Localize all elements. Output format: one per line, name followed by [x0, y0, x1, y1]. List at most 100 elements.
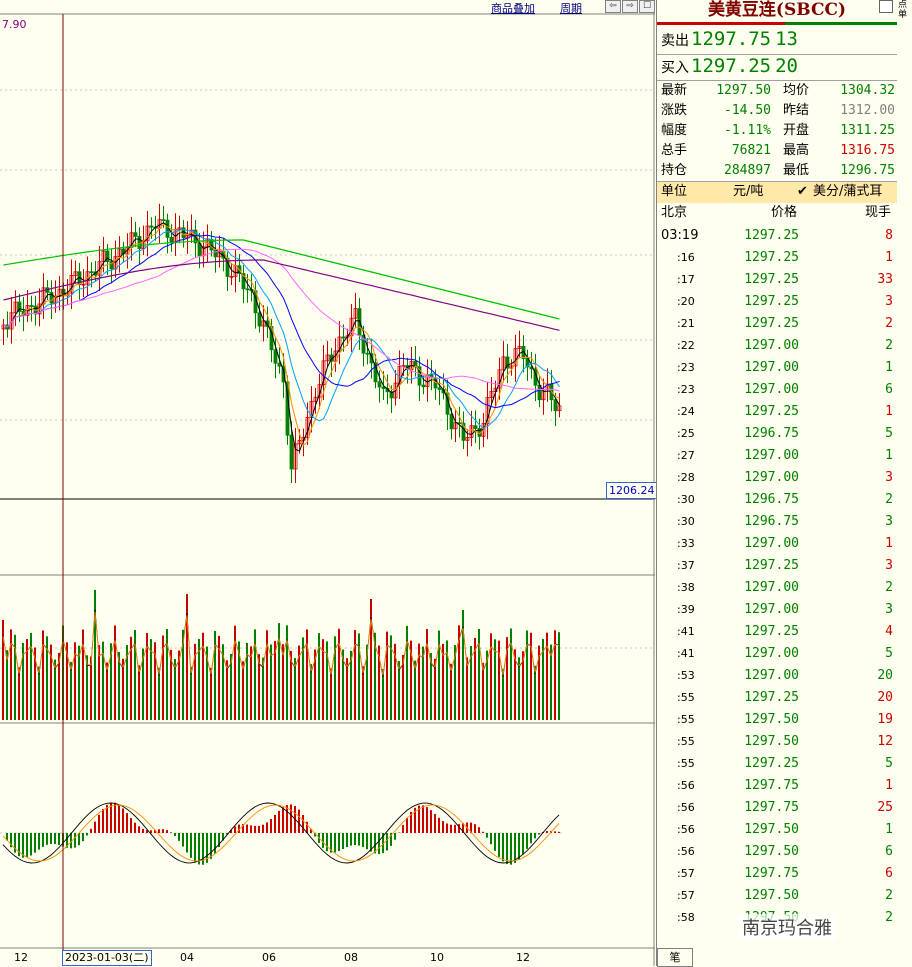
- nav-right-button[interactable]: ⇨: [622, 0, 638, 13]
- ask-price: 1297.75: [691, 28, 771, 50]
- tick-price: 1297.50: [743, 709, 799, 731]
- tick-time: :22: [677, 335, 695, 357]
- ticks-volume-header: 现手: [865, 203, 891, 223]
- overlay-link[interactable]: 商品叠加: [491, 0, 535, 16]
- tick-volume: 33: [837, 269, 893, 291]
- bid-price: 1297.25: [691, 55, 771, 77]
- unit-option[interactable]: 美分/蒲式耳: [813, 181, 882, 203]
- stat-label: 最高: [783, 141, 809, 161]
- tick-time: :56: [677, 775, 695, 797]
- tick-price: 1297.50: [743, 731, 799, 753]
- tick-time: :55: [677, 709, 695, 731]
- stat-label: 开盘: [783, 121, 809, 141]
- tick-volume: 1: [837, 533, 893, 555]
- tick-price: 1297.00: [743, 599, 799, 621]
- stat-value: 284897: [701, 161, 771, 181]
- tick-time: :24: [677, 401, 695, 423]
- tick-volume: 19: [837, 709, 893, 731]
- tick-volume: 1: [837, 819, 893, 841]
- stat-value: 76821: [701, 141, 771, 161]
- tick-volume: 1: [837, 357, 893, 379]
- tick-volume: 6: [837, 863, 893, 885]
- tick-price: 1297.00: [743, 357, 799, 379]
- tick-time: :23: [677, 357, 695, 379]
- stat-label: 最低: [783, 161, 809, 181]
- candlestick-series: [2, 204, 561, 483]
- tick-price: 1297.00: [743, 467, 799, 489]
- tick-row: :23 1297.00 1: [657, 357, 897, 379]
- stat-label: 均价: [783, 81, 809, 101]
- bid-volume: 20: [775, 55, 798, 77]
- tick-volume: 12: [837, 731, 893, 753]
- tick-price: 1297.25: [743, 313, 799, 335]
- tick-row: :33 1297.00 1: [657, 533, 897, 555]
- kline-chart-area[interactable]: 商品叠加 周期 ⇦ ⇨ ☐ 7.90 1206.24 12 2023-01-03…: [0, 0, 655, 966]
- unit-label: 单位: [661, 181, 687, 203]
- unit-bar[interactable]: 单位 元/吨 ✔ 美分/蒲式耳: [657, 181, 897, 203]
- tick-volume: 3: [837, 511, 893, 533]
- tick-time: :56: [677, 797, 695, 819]
- tick-volume: 20: [837, 687, 893, 709]
- tick-price: 1297.25: [743, 247, 799, 269]
- stat-value: 1297.50: [701, 81, 771, 101]
- tick-volume: 1: [837, 401, 893, 423]
- tick-price: 1297.50: [743, 841, 799, 863]
- bid-label: 买入: [661, 60, 689, 76]
- tick-time: :33: [677, 533, 695, 555]
- kline-chart[interactable]: [0, 0, 655, 966]
- tick-volume: 2: [837, 577, 893, 599]
- ticks-price-header: 价格: [771, 203, 797, 223]
- tab-ticks[interactable]: 笔: [657, 948, 693, 967]
- x-axis-label: 08: [344, 951, 358, 964]
- tick-volume: 4: [837, 621, 893, 643]
- tick-row: :16 1297.25 1: [657, 247, 897, 269]
- tick-time: :30: [677, 511, 695, 533]
- selected-date-label: 2023-01-03(二): [62, 950, 152, 966]
- tick-price: 1297.25: [743, 621, 799, 643]
- tick-price: 1297.25: [743, 555, 799, 577]
- watermark: 南京玛合雅: [738, 914, 836, 940]
- period-link[interactable]: 周期: [560, 0, 582, 16]
- tick-time: :55: [677, 731, 695, 753]
- tick-time: :16: [677, 247, 695, 269]
- stat-value: 1316.75: [821, 141, 895, 161]
- tick-time: :38: [677, 577, 695, 599]
- stat-value: -14.50: [701, 101, 771, 121]
- stat-value: 1311.25: [821, 121, 895, 141]
- stat-label: 幅度: [661, 121, 687, 141]
- stat-value: 1304.32: [821, 81, 895, 101]
- tick-price: 1297.25: [743, 269, 799, 291]
- tick-volume: 1: [837, 775, 893, 797]
- volume-bars: [2, 590, 560, 720]
- tick-price: 1297.00: [743, 665, 799, 687]
- tick-price: 1297.00: [743, 335, 799, 357]
- bid-bar: [785, 22, 897, 25]
- x-axis-label: 10: [430, 951, 444, 964]
- tick-volume: 1: [837, 247, 893, 269]
- tick-price: 1297.25: [743, 291, 799, 313]
- tick-price: 1297.25: [743, 687, 799, 709]
- tick-price: 1297.00: [743, 533, 799, 555]
- nav-left-button[interactable]: ⇦: [605, 0, 621, 13]
- tick-price: 1297.75: [743, 797, 799, 819]
- tick-volume: 3: [837, 599, 893, 621]
- tick-volume: 1: [837, 445, 893, 467]
- tick-time: :57: [677, 863, 695, 885]
- nav-box-button[interactable]: ☐: [639, 0, 655, 13]
- tick-time: :21: [677, 313, 695, 335]
- stat-label: 最新: [661, 81, 687, 101]
- window-toggle-button[interactable]: [879, 0, 893, 13]
